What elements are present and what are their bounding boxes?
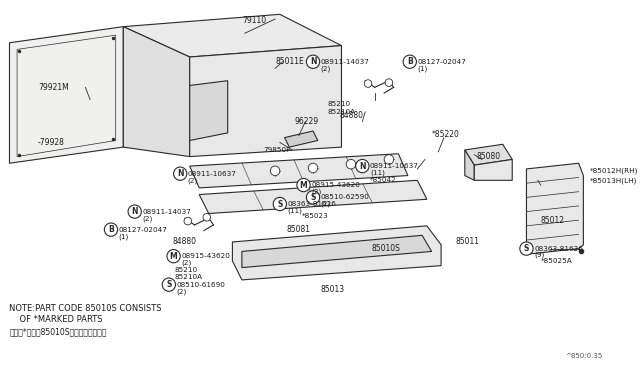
Text: 85081: 85081 (287, 225, 310, 234)
Circle shape (273, 198, 287, 211)
Polygon shape (232, 226, 441, 280)
Circle shape (307, 55, 319, 68)
Text: 08911-10637: 08911-10637 (188, 171, 237, 177)
Text: 85210A: 85210A (327, 109, 355, 115)
Text: S: S (310, 193, 316, 202)
Text: 85210A: 85210A (175, 274, 203, 280)
Text: 08510-62590: 08510-62590 (321, 195, 369, 201)
Circle shape (384, 155, 394, 164)
Text: 79110: 79110 (242, 16, 266, 25)
Text: 84880: 84880 (173, 237, 196, 247)
Circle shape (308, 163, 318, 173)
Circle shape (346, 160, 356, 169)
Text: 08911-14037: 08911-14037 (142, 209, 191, 215)
Text: (9): (9) (534, 252, 544, 259)
Text: N: N (131, 207, 138, 216)
Text: (1): (1) (118, 233, 129, 240)
Text: B: B (407, 57, 413, 66)
Text: (2): (2) (142, 215, 152, 221)
Text: 08127-02047: 08127-02047 (118, 227, 168, 232)
Text: S: S (166, 280, 172, 289)
Text: S: S (277, 199, 282, 209)
Text: S: S (524, 244, 529, 253)
Text: N: N (177, 169, 184, 178)
Text: (2): (2) (177, 288, 187, 295)
Text: -79928: -79928 (38, 138, 65, 147)
Text: (1): (1) (417, 65, 428, 72)
Circle shape (270, 166, 280, 176)
Text: (2): (2) (188, 177, 198, 183)
Polygon shape (199, 180, 427, 214)
Circle shape (104, 223, 118, 236)
Circle shape (167, 250, 180, 263)
Polygon shape (124, 14, 342, 57)
Text: 85010S: 85010S (372, 244, 401, 253)
Text: *85025A: *85025A (541, 258, 572, 264)
Circle shape (356, 160, 369, 173)
Polygon shape (10, 27, 124, 163)
Circle shape (520, 242, 533, 255)
Circle shape (128, 205, 141, 218)
Text: OF *MARKED PARTS: OF *MARKED PARTS (10, 315, 103, 324)
Polygon shape (189, 81, 228, 141)
Text: *85023: *85023 (301, 214, 328, 219)
Text: *85220: *85220 (431, 130, 460, 139)
Text: 96229: 96229 (294, 117, 318, 126)
Text: ^850:0.35: ^850:0.35 (565, 353, 602, 359)
Text: 08915-43620: 08915-43620 (311, 182, 360, 188)
Polygon shape (285, 131, 318, 147)
Text: 84880: 84880 (340, 111, 364, 120)
Polygon shape (189, 46, 342, 157)
Polygon shape (189, 154, 408, 188)
Text: （注）*印は、85010Sの構成部品です。: （注）*印は、85010Sの構成部品です。 (10, 328, 107, 337)
Circle shape (364, 80, 372, 87)
Text: M: M (300, 180, 307, 190)
Text: (2): (2) (321, 201, 331, 207)
Text: 08510-61690: 08510-61690 (177, 282, 225, 288)
Circle shape (184, 217, 191, 225)
Text: 08127-02047: 08127-02047 (417, 59, 467, 65)
Text: B: B (108, 225, 114, 234)
Text: (11): (11) (287, 208, 302, 214)
Text: 85013: 85013 (321, 285, 345, 294)
Text: *85013H(LH): *85013H(LH) (590, 177, 637, 183)
Circle shape (385, 79, 393, 86)
Text: 85012: 85012 (541, 216, 564, 225)
Text: 79850F: 79850F (264, 147, 291, 153)
Polygon shape (465, 150, 474, 180)
Circle shape (162, 278, 175, 291)
Text: NOTE:PART CODE 85010S CONSISTS: NOTE:PART CODE 85010S CONSISTS (10, 304, 162, 313)
Circle shape (203, 214, 211, 221)
Text: 85011: 85011 (455, 237, 479, 247)
Text: 85210: 85210 (327, 102, 350, 108)
Text: M: M (170, 252, 177, 261)
Text: 08911-10637: 08911-10637 (370, 163, 419, 169)
Text: N: N (310, 57, 316, 66)
Text: 08363-81626: 08363-81626 (534, 246, 583, 251)
Text: 79921M: 79921M (38, 83, 68, 92)
Text: N: N (359, 161, 365, 171)
Text: 08915-43620: 08915-43620 (181, 253, 230, 259)
Text: (2): (2) (311, 189, 321, 195)
Text: *85042: *85042 (370, 177, 397, 183)
Polygon shape (124, 27, 189, 157)
Polygon shape (474, 160, 512, 180)
Text: (11): (11) (370, 170, 385, 176)
Text: 08911-14037: 08911-14037 (321, 59, 369, 65)
Polygon shape (527, 163, 584, 254)
Text: *85012H(RH): *85012H(RH) (590, 167, 638, 174)
Text: 08363-81626: 08363-81626 (287, 201, 336, 207)
Polygon shape (242, 235, 431, 267)
Circle shape (403, 55, 417, 68)
Text: 85210: 85210 (175, 267, 198, 273)
Text: (2): (2) (321, 65, 331, 72)
Circle shape (297, 179, 310, 192)
Circle shape (173, 167, 187, 180)
Circle shape (307, 191, 319, 204)
Text: 85011E: 85011E (275, 57, 304, 66)
Text: (2): (2) (181, 260, 191, 266)
Polygon shape (465, 144, 512, 165)
Text: 85080: 85080 (476, 152, 500, 161)
